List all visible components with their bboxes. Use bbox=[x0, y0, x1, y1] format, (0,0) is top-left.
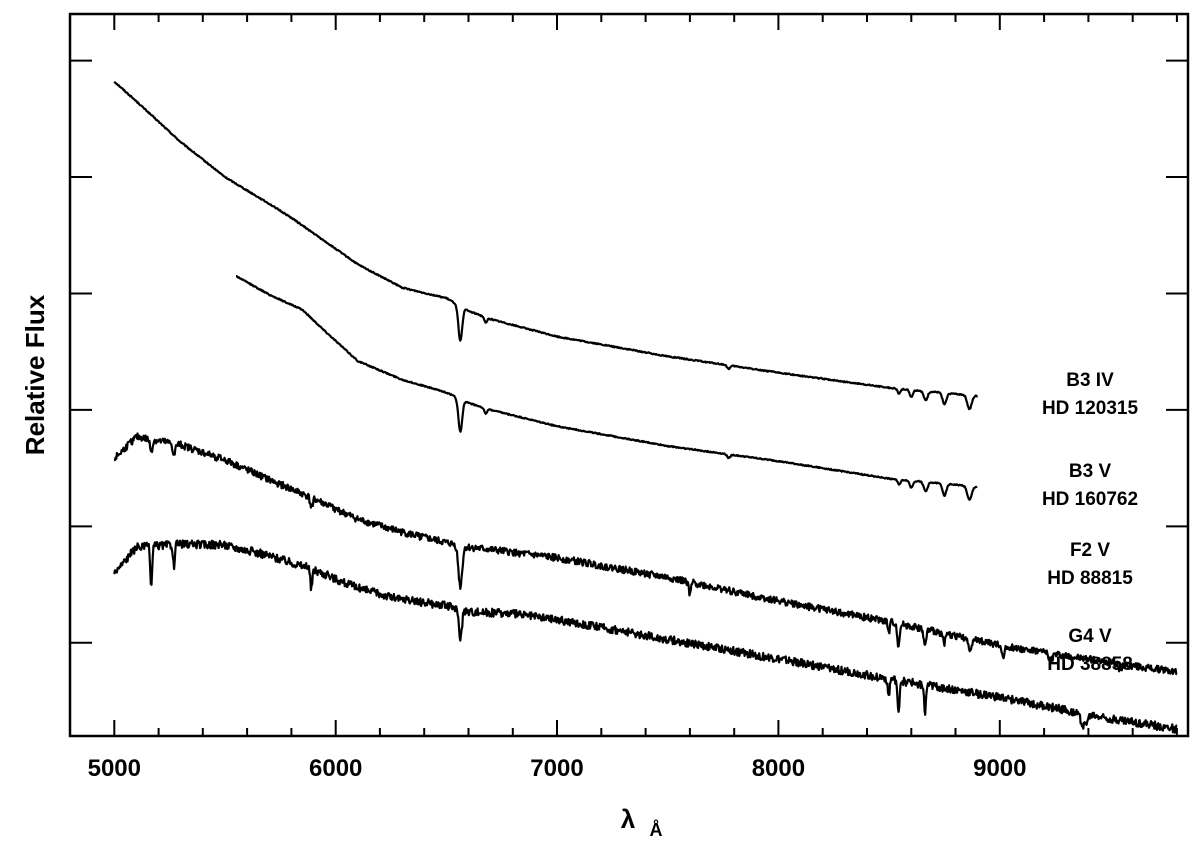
plot-frame bbox=[68, 12, 1190, 738]
spectrum-line-4 bbox=[113, 539, 1178, 734]
y-axis-label: Relative Flux bbox=[20, 294, 50, 455]
spectra-series bbox=[113, 80, 1178, 734]
series-label-g4v-hd: HD 38858 bbox=[1047, 654, 1133, 675]
axis-ticks bbox=[69, 14, 1188, 736]
x-tick-labels: 5000 6000 7000 8000 9000 bbox=[88, 755, 1027, 782]
x-axis-unit: Å bbox=[650, 820, 663, 840]
x-tick-label: 5000 bbox=[88, 755, 141, 782]
series-label-f2v-hd: HD 88815 bbox=[1047, 568, 1133, 589]
x-axis-label: λ bbox=[621, 804, 636, 834]
x-tick-label: 6000 bbox=[309, 755, 362, 782]
series-label-g4v-type: G4 V bbox=[1068, 626, 1112, 647]
x-tick-label: 7000 bbox=[530, 755, 583, 782]
x-tick-label: 9000 bbox=[973, 755, 1026, 782]
series-label-b3iv-hd: HD 120315 bbox=[1042, 398, 1139, 419]
spectrum-line-2 bbox=[235, 275, 978, 501]
spectrum-line-3 bbox=[113, 432, 1178, 676]
spectrum-line-1 bbox=[113, 80, 979, 411]
series-label-b3iv-type: B3 IV bbox=[1066, 370, 1114, 391]
series-label-b3v-hd: HD 160762 bbox=[1042, 489, 1138, 510]
series-label-f2v-type: F2 V bbox=[1070, 540, 1110, 561]
series-label-b3v-type: B3 V bbox=[1069, 461, 1112, 482]
x-tick-label: 8000 bbox=[752, 755, 805, 782]
